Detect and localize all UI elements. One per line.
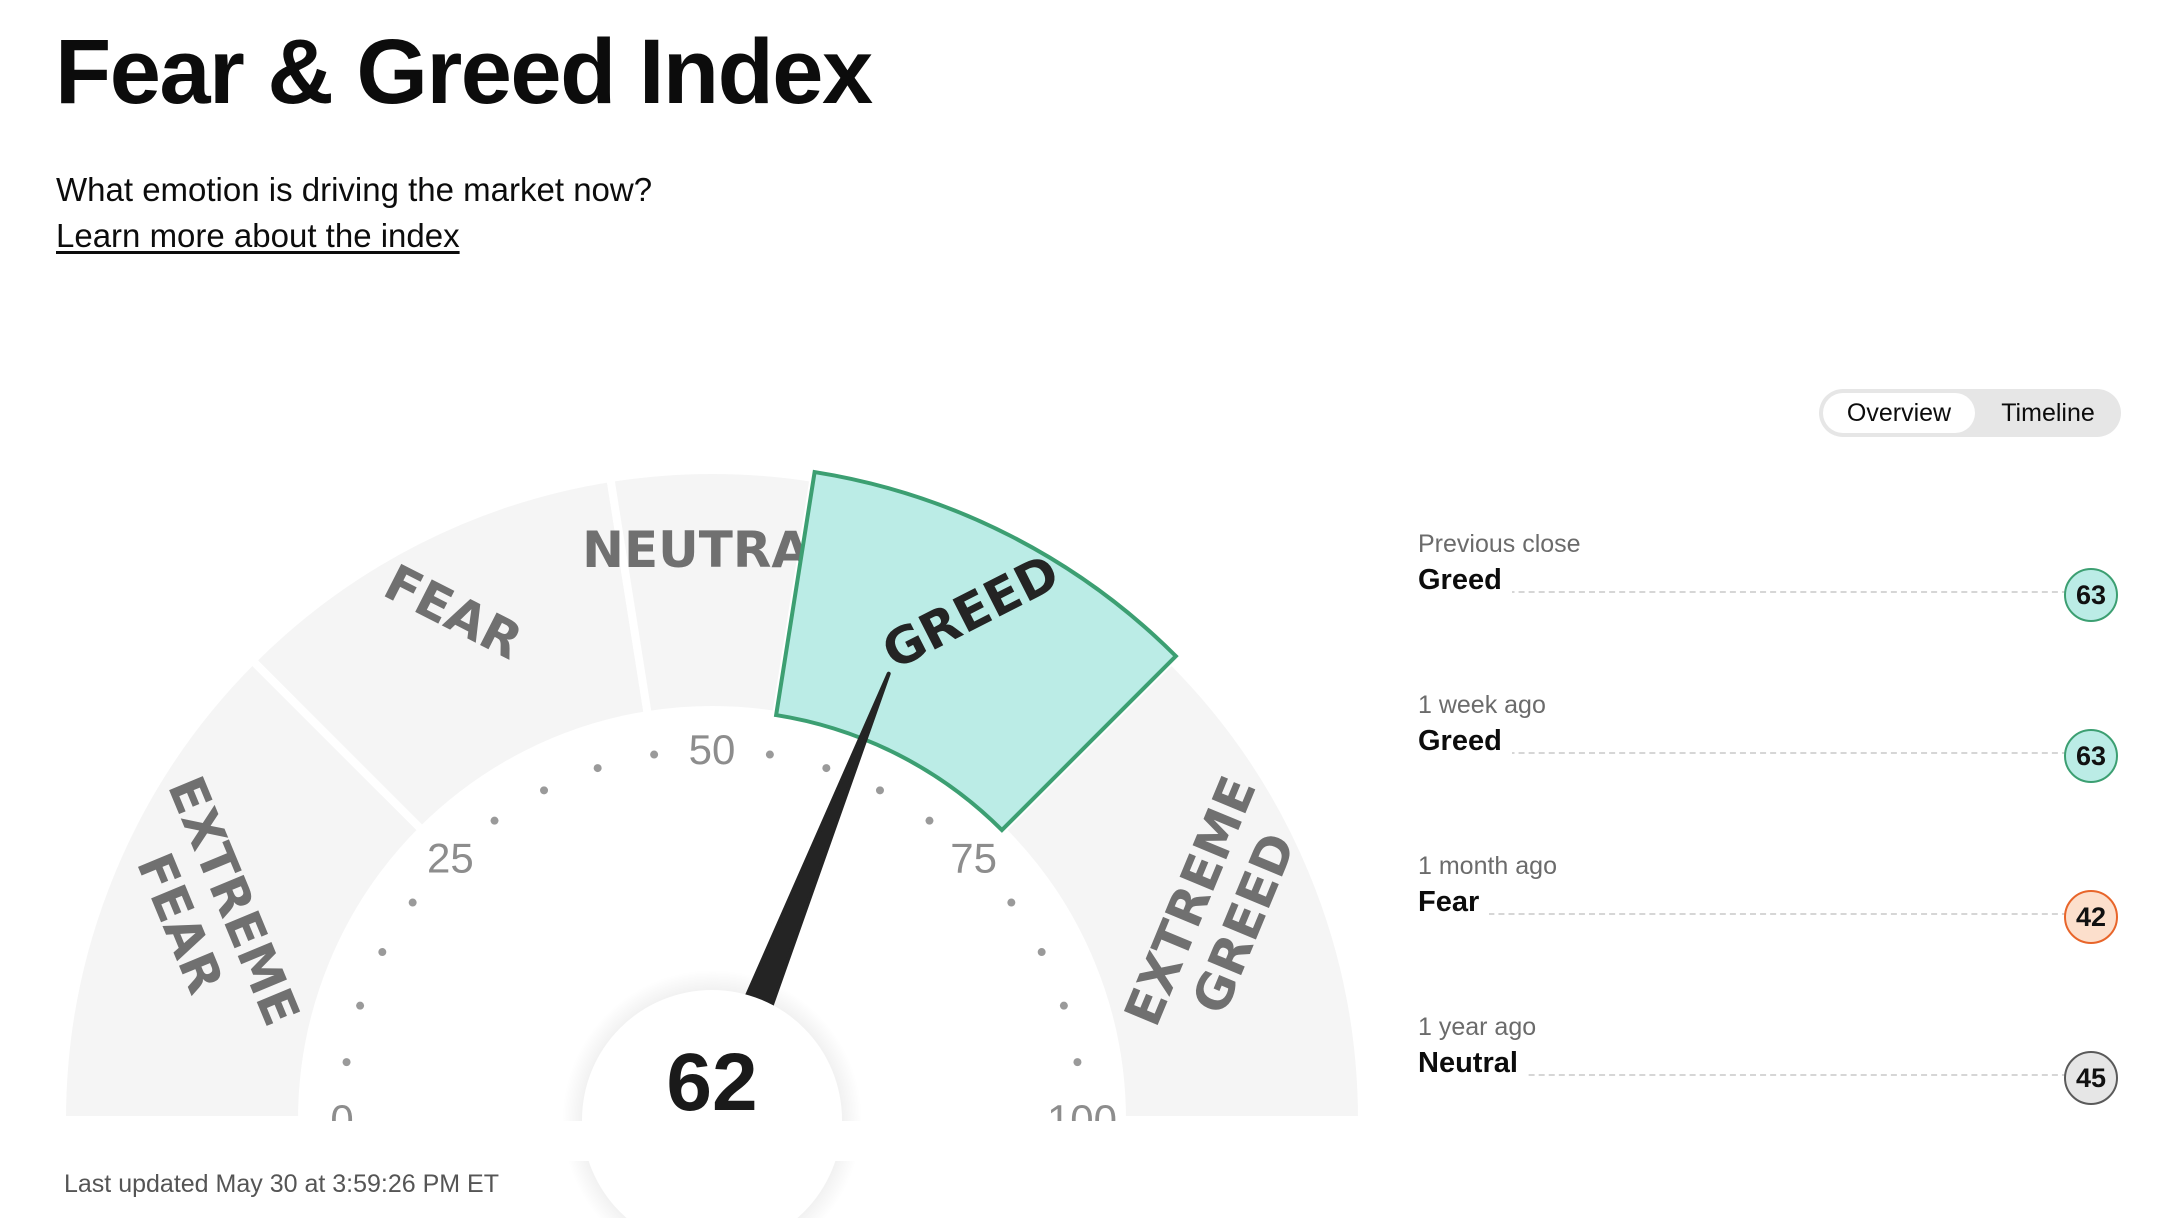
gauge-baseline-mask — [0, 1121, 1400, 1161]
gauge-tick-dot — [378, 948, 387, 957]
gauge-segment-extreme-fear — [57, 654, 428, 1124]
gauge-tick-dot — [1073, 1058, 1082, 1067]
learn-more-link[interactable]: Learn more about the index — [56, 217, 460, 254]
history-row-previous-close: Previous close Greed 63 — [1418, 530, 2118, 630]
history-rating: Greed — [1418, 725, 1512, 758]
page-subtitle: What emotion is driving the market now? — [56, 171, 653, 208]
gauge-tick-dot — [650, 750, 659, 759]
history-rating: Fear — [1418, 886, 1490, 919]
gauge-tick-dot — [1059, 1001, 1068, 1010]
history-period-label: 1 year ago — [1418, 1013, 1537, 1041]
gauge-tick-dot — [356, 1001, 365, 1010]
dashed-leader — [1428, 752, 2078, 754]
gauge-tick-dot — [540, 786, 549, 795]
history-score-badge: 42 — [2064, 890, 2118, 944]
fear-greed-gauge: EXTREMEFEARFEARNEUTRALEXTREMEGREEDGREED0… — [0, 469, 1400, 1218]
gauge-tick-label-25: 25 — [427, 834, 474, 881]
gauge-tick-dot — [408, 898, 417, 907]
history-score-badge: 63 — [2064, 729, 2118, 783]
gauge-hub — [582, 990, 842, 1218]
gauge-tick-dot — [342, 1058, 351, 1067]
gauge-score: 62 — [666, 1037, 757, 1128]
gauge-tick-dot — [822, 764, 831, 773]
gauge-segment-fear — [246, 473, 653, 836]
gauge-tick-dot — [1037, 948, 1046, 957]
history-period-label: 1 week ago — [1418, 691, 1546, 719]
dashed-leader — [1428, 591, 2078, 593]
tab-timeline[interactable]: Timeline — [2001, 399, 2095, 427]
page-title: Fear & Greed Index — [55, 21, 873, 123]
gauge-tick-dot — [925, 816, 934, 825]
dashed-leader — [1428, 913, 2078, 915]
gauge-segment-greed — [773, 469, 1179, 833]
gauge-tick-dot — [490, 816, 499, 825]
gauge-tick-dot — [593, 764, 602, 773]
history-row-1-month-ago: 1 month ago Fear 42 — [1418, 852, 2118, 952]
gauge-tick-dot — [875, 786, 884, 795]
gauge-needle — [737, 671, 891, 1025]
history-score-badge: 45 — [2064, 1051, 2118, 1105]
history-period-label: Previous close — [1418, 530, 1581, 558]
history-row-1-week-ago: 1 week ago Greed 63 — [1418, 691, 2118, 791]
history-score-badge: 63 — [2064, 568, 2118, 622]
view-toggle: Overview Timeline — [1819, 389, 2121, 437]
gauge-segment-extreme-greed — [996, 654, 1367, 1124]
gauge-tick-label-50: 50 — [689, 726, 736, 773]
history-row-1-year-ago: 1 year ago Neutral 45 — [1418, 1013, 2118, 1113]
last-updated-text: Last updated May 30 at 3:59:26 PM ET — [64, 1170, 499, 1198]
history-period-label: 1 month ago — [1418, 852, 1557, 880]
gauge-tick-dot — [1007, 898, 1016, 907]
gauge-tick-label-75: 75 — [950, 834, 997, 881]
dashed-leader — [1428, 1074, 2078, 1076]
history-rating: Greed — [1418, 564, 1512, 597]
tab-overview[interactable]: Overview — [1823, 393, 1975, 433]
history-rating: Neutral — [1418, 1047, 1528, 1080]
gauge-tick-dot — [765, 750, 774, 759]
